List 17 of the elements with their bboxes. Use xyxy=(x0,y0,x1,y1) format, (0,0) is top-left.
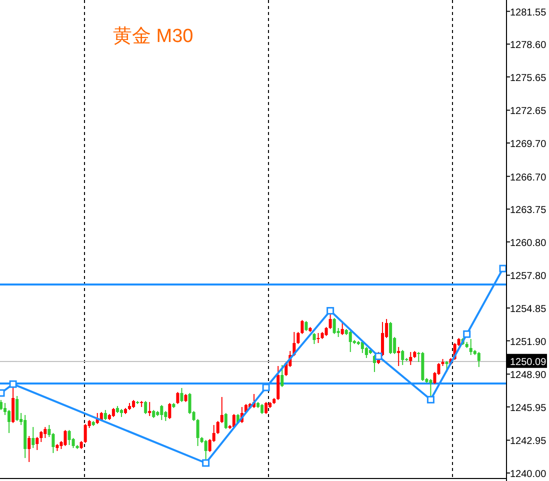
ref-line-label: 1250.09 xyxy=(510,356,547,368)
y-tick-label: 1245.95 xyxy=(510,402,547,414)
y-tick-label: 1269.70 xyxy=(510,139,547,150)
y-tick-label: 1275.65 xyxy=(510,72,547,84)
y-tick-label: 1242.95 xyxy=(510,436,547,448)
y-tick-label: 1254.85 xyxy=(510,304,547,315)
y-tick-label: 1240.00 xyxy=(510,469,547,480)
text: 黄金 M30 xyxy=(113,26,194,47)
y-tick-label: 1248.90 xyxy=(510,370,547,382)
y-tick-label: 1278.60 xyxy=(510,40,547,52)
y-tick-label: 1251.90 xyxy=(510,336,547,348)
y-tick-label: 1266.70 xyxy=(510,172,547,184)
y-tick-label: 1281.55 xyxy=(510,7,547,18)
y-tick-label: 1260.80 xyxy=(510,238,547,249)
y-tick-label: 1263.75 xyxy=(510,205,547,216)
y-tick-label: 1257.80 xyxy=(510,271,547,282)
y-tick-label: 1272.65 xyxy=(510,106,547,118)
